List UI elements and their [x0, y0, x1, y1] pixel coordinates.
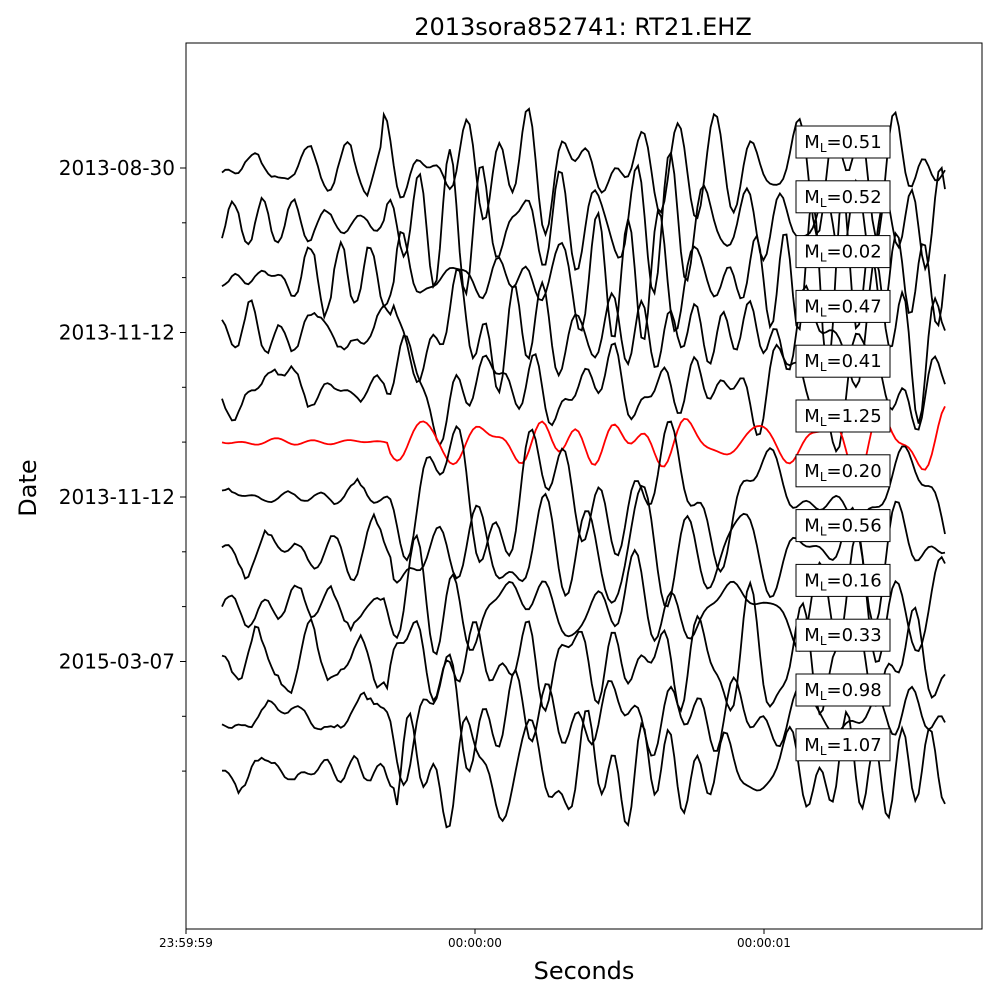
x-tick-label: 00:00:01: [737, 936, 791, 950]
magnitude-label-box: [795, 509, 891, 543]
magnitude-label-box: [795, 618, 891, 652]
y-axis: 2013-08-30 2013-11-12 2013-11-12 2015-03-07: [59, 156, 186, 772]
magnitude-label-box: [795, 673, 891, 707]
y-tick-label: 2013-11-12: [59, 321, 175, 345]
magnitude-label-7: ML=0.20: [795, 454, 891, 488]
magnitude-label-text: ML=1.25: [804, 406, 881, 429]
magnitude-label-text: ML=0.02: [804, 242, 881, 265]
magnitude-label-text: ML=0.20: [804, 461, 881, 484]
trace-4: [221, 255, 946, 424]
magnitude-label-5: ML=0.41: [795, 344, 891, 378]
magnitude-label-4: ML=0.47: [795, 289, 891, 323]
y-tick-label: 2013-08-30: [59, 156, 175, 180]
y-axis-label: Date: [14, 459, 42, 516]
magnitude-labels: ML=0.51 ML=0.52 ML=0.02 ML=0.47 ML=0.41 ML=1.…: [795, 125, 891, 762]
magnitude-label-3: ML=0.02: [795, 235, 891, 269]
magnitude-label-text: ML=0.56: [804, 516, 881, 539]
chart-title: 2013sora852741: RT21.EHZ: [414, 13, 752, 41]
magnitude-label-text: ML=1.07: [804, 735, 881, 758]
x-tick-label: 00:00:00: [448, 936, 502, 950]
magnitude-label-text: ML=0.33: [804, 625, 881, 648]
magnitude-label-10: ML=0.33: [795, 618, 891, 652]
y-tick-label: 2015-03-07: [59, 650, 175, 674]
magnitude-label-11: ML=0.98: [795, 673, 891, 707]
magnitude-label-text: ML=0.51: [804, 132, 881, 155]
magnitude-label-12: ML=1.07: [795, 728, 891, 762]
magnitude-label-text: ML=0.41: [804, 351, 881, 374]
magnitude-label-box: [795, 344, 891, 378]
magnitude-label-box: [795, 563, 891, 597]
magnitude-label-1: ML=0.51: [795, 125, 891, 159]
trace-12: [222, 709, 946, 829]
x-axis: 23:59:59 00:00:00 00:00:01: [159, 929, 791, 950]
magnitude-label-text: ML=0.98: [804, 680, 881, 703]
x-axis-label: Seconds: [534, 957, 635, 985]
magnitude-label-box: [795, 399, 891, 433]
magnitude-label-6: ML=1.25: [795, 399, 891, 433]
plot-frame: [185, 42, 983, 930]
trace-7: [221, 420, 946, 574]
y-tick-label: 2013-11-12: [59, 485, 175, 509]
magnitude-label-text: ML=0.47: [804, 296, 881, 319]
magnitude-label-box: [795, 289, 891, 323]
magnitude-label-8: ML=0.56: [795, 509, 891, 543]
magnitude-label-2: ML=0.52: [795, 180, 891, 214]
trace-8: [221, 484, 946, 627]
magnitude-label-box: [795, 180, 891, 214]
magnitude-label-box: [795, 454, 891, 488]
x-tick-label: 23:59:59: [159, 936, 213, 950]
magnitude-label-text: ML=0.16: [804, 570, 881, 593]
magnitude-label-box: [795, 125, 891, 159]
magnitude-label-9: ML=0.16: [795, 563, 891, 597]
magnitude-label-box: [795, 235, 891, 269]
magnitude-label-text: ML=0.52: [804, 187, 881, 210]
magnitude-label-box: [795, 728, 891, 762]
